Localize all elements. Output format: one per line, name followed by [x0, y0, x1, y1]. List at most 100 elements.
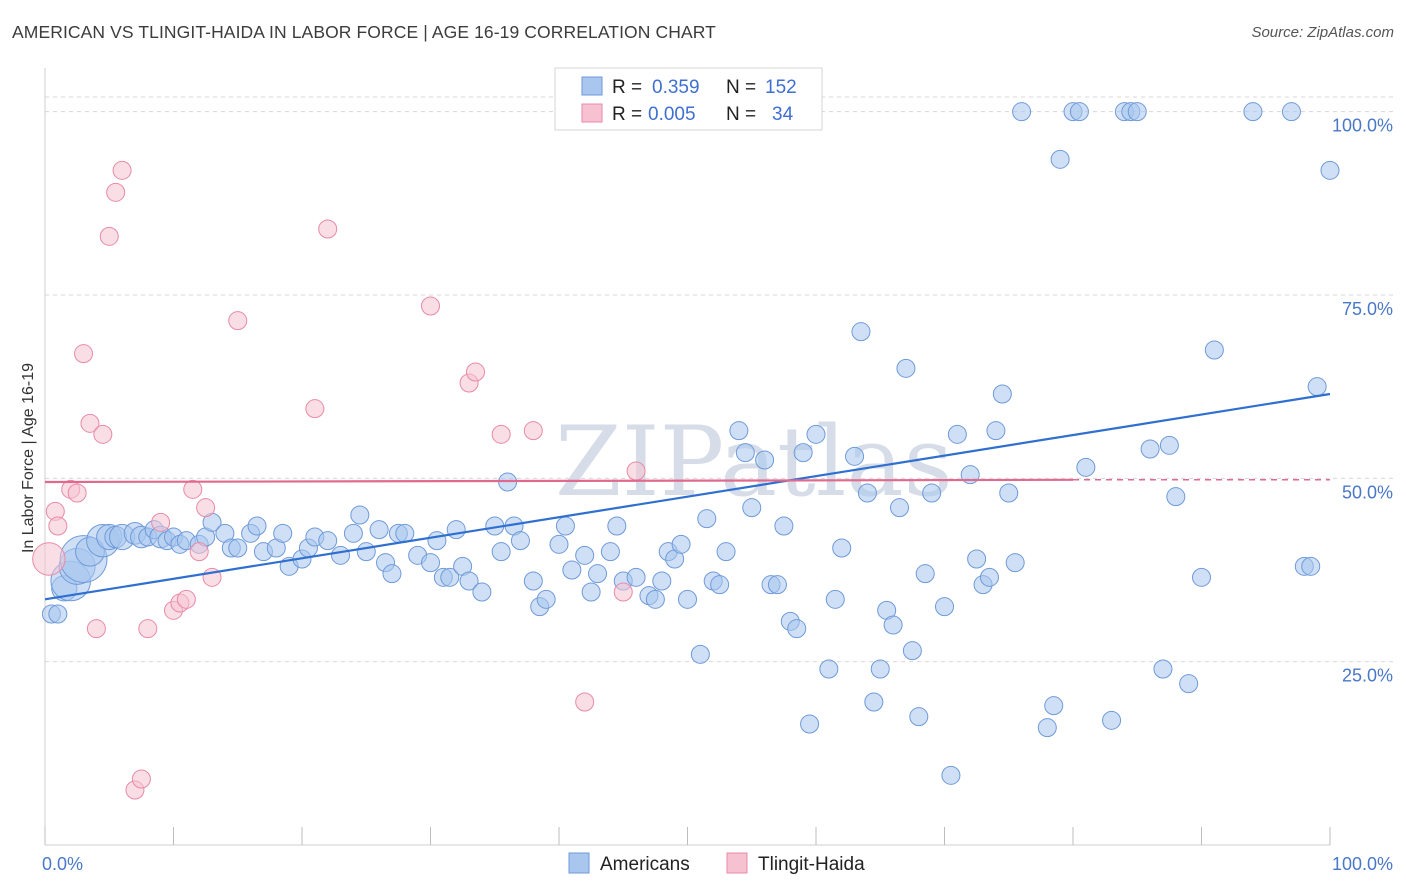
americans-point-146: [1307, 377, 1327, 397]
americans-point-124: [1037, 718, 1057, 738]
americans-point-130: [1102, 710, 1122, 730]
americans-point-90: [774, 516, 794, 536]
bottom-legend-americans-swatch: [568, 852, 590, 874]
americans-trendline: [44, 392, 1331, 601]
americans-point-111: [922, 483, 942, 503]
americans-point-38: [350, 505, 370, 525]
americans-point-140: [1204, 340, 1224, 360]
americans-point-138: [1179, 674, 1199, 694]
americans-point-30: [273, 523, 293, 543]
americans-point-93: [793, 443, 813, 463]
americans-point-122: [1005, 553, 1025, 573]
tlingit-point-11: [112, 160, 132, 180]
americans-point-44: [395, 523, 415, 543]
axes: [44, 68, 1331, 846]
americans-point-77: [671, 534, 691, 554]
legend-tlingit-r-value: 0.005: [648, 104, 696, 125]
americans-point-71: [626, 567, 646, 587]
americans-point-123: [1012, 102, 1032, 122]
tlingit-point-13: [131, 769, 151, 789]
americans-point-61: [536, 589, 556, 609]
legend-americans-r-value: 0.359: [652, 77, 700, 98]
americans-point-116: [967, 549, 987, 569]
americans-point-136: [1159, 435, 1179, 455]
tick-labels: 25.0% 50.0% 75.0% 100.0% 0.0% 100.0%: [42, 116, 1393, 874]
americans-point-109: [909, 707, 929, 727]
americans-point-63: [555, 516, 575, 536]
legend-tlingit-n-label: N =: [726, 104, 756, 125]
americans-point-78: [678, 589, 697, 609]
americans-point-67: [588, 564, 608, 584]
americans-point-73: [645, 589, 665, 609]
tlingit-point-24: [305, 399, 325, 419]
americans-point-99: [845, 446, 865, 466]
y-tick-label-0: 25.0%: [1342, 666, 1393, 686]
americans-point-144: [1301, 556, 1321, 576]
americans-point-39: [356, 542, 376, 562]
americans-point-134: [1140, 439, 1160, 459]
tlingit-point-21: [196, 498, 216, 518]
americans-point-85: [735, 443, 755, 463]
legend-box: R = 0.359 N = 152 R = 0.005 N = 34: [554, 67, 823, 131]
americans-point-58: [510, 531, 530, 551]
americans-point-135: [1153, 659, 1173, 679]
americans-point-114: [947, 424, 967, 444]
americans-point-42: [382, 564, 402, 584]
americans-point-139: [1192, 567, 1211, 587]
americans-point-121: [999, 483, 1019, 503]
legend-americans-n-value: 152: [765, 77, 797, 98]
americans-point-100: [851, 322, 871, 342]
americans-point-129: [1076, 457, 1096, 477]
americans-point-83: [716, 542, 736, 562]
americans-point-86: [742, 498, 762, 518]
americans-point-95: [806, 424, 826, 444]
tlingit-point-20: [189, 542, 209, 562]
tlingit-point-23: [228, 311, 248, 331]
americans-point-120: [992, 384, 1012, 404]
americans-point-68: [600, 542, 620, 562]
americans-point-94: [800, 714, 820, 734]
americans-point-46: [421, 553, 440, 573]
americans-point-80: [697, 509, 717, 529]
y-tick-label-2: 75.0%: [1342, 299, 1393, 319]
tlingit-point-26: [421, 296, 440, 316]
tlingit-point-30: [523, 421, 543, 441]
americans-point-84: [729, 421, 749, 441]
tlingit-point-28: [465, 362, 485, 382]
tlingit-point-29: [491, 424, 511, 444]
americans-point-142: [1281, 102, 1301, 122]
americans-point-125: [1044, 696, 1064, 716]
americans-point-133: [1127, 102, 1147, 122]
americans-point-128: [1069, 102, 1089, 122]
x-tick-label-0: 0.0%: [42, 854, 83, 874]
americans-point-119: [986, 421, 1006, 441]
chart-title: AMERICAN VS TLINGIT-HAIDA IN LABOR FORCE…: [12, 22, 716, 42]
legend-tlingit-swatch: [581, 103, 603, 123]
legend-americans-swatch: [581, 76, 603, 96]
americans-point-89: [767, 575, 787, 595]
legend-americans-r-label: R =: [612, 77, 642, 98]
trend-lines: [44, 392, 1331, 601]
americans-point-98: [832, 538, 852, 558]
americans-point-106: [890, 498, 910, 518]
y-axis-label: In Labor Force | Age 16-19: [20, 363, 37, 553]
bottom-legend-tlingit-swatch: [726, 852, 748, 874]
americans-point-74: [652, 571, 672, 591]
americans-point-112: [935, 597, 954, 617]
tlingit-point-14: [138, 619, 158, 639]
tlingit-point-18: [176, 589, 196, 609]
americans-point-105: [883, 615, 903, 635]
tlingit-point-32: [613, 582, 633, 602]
bottom-legend: Americans Tlingit-Haida: [568, 852, 865, 875]
americans-point-65: [575, 545, 595, 565]
americans-point-92: [787, 619, 807, 639]
tlingit-point-31: [575, 692, 595, 712]
americans-point-108: [902, 641, 922, 661]
tlingit-point-4: [67, 483, 87, 503]
americans-points: [41, 102, 1340, 785]
americans-point-47: [427, 531, 447, 551]
tlingit-trendline: [44, 478, 1074, 484]
americans-point-113: [941, 765, 961, 785]
americans-point-82: [710, 575, 730, 595]
americans-point-37: [343, 523, 363, 543]
